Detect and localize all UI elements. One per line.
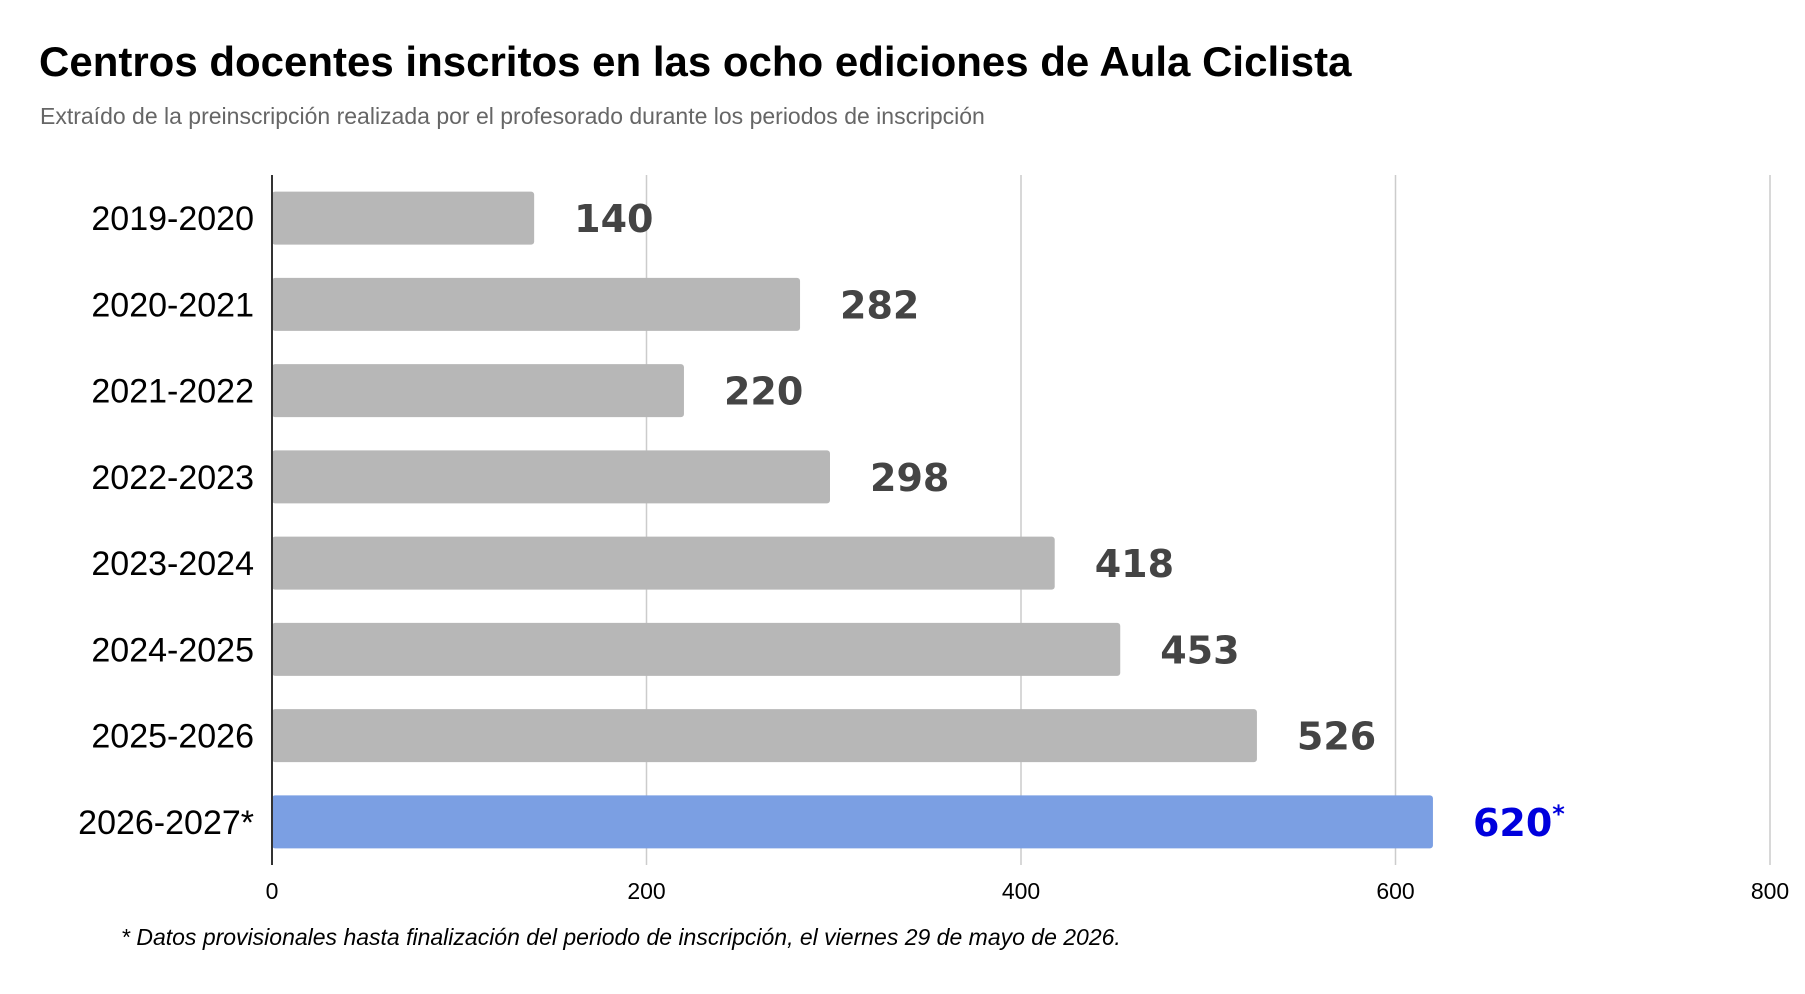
chart-footnote: * Datos provisionales hasta finalización…: [121, 924, 1121, 950]
chart-subtitle: Extraído de la preinscripción realizada …: [40, 103, 985, 129]
data-label: 140: [574, 197, 653, 241]
bars: [272, 191, 1433, 849]
x-tick-label: 800: [1751, 878, 1789, 900]
category-label: 2021-2022: [91, 373, 254, 411]
bar: [272, 536, 1055, 590]
data-label: 526: [1297, 715, 1376, 759]
bar-chart: 0 200 400 600 800 2019-2020 140 2020-2021 282 202…: [78, 175, 1789, 900]
category-label: 2019-2020: [91, 200, 254, 238]
bar: [272, 450, 831, 504]
category-label: 2023-2024: [91, 545, 254, 583]
category-label: 2020-2021: [91, 286, 254, 324]
x-tick-label: 400: [1002, 878, 1040, 900]
bar: [272, 709, 1257, 763]
data-label: 220: [724, 370, 803, 414]
data-label: 453: [1160, 628, 1239, 672]
category-label: 2026-2027*: [78, 804, 254, 842]
bar: [272, 795, 1433, 849]
data-label: 298: [870, 456, 949, 500]
category-label: 2024-2025: [91, 631, 254, 669]
bar: [272, 622, 1121, 676]
data-label: 282: [840, 283, 919, 327]
data-label-mark: *: [1552, 800, 1565, 828]
x-tick-label: 0: [266, 878, 279, 900]
bar: [272, 277, 801, 331]
x-tick-label: 600: [1376, 878, 1414, 900]
bar: [272, 364, 684, 418]
x-tick-label: 200: [627, 878, 665, 900]
labels: 0 200 400 600 800 2019-2020 140 2020-2021 282 202…: [78, 197, 1789, 900]
data-label: 418: [1095, 542, 1174, 586]
chart-title: Centros docentes inscritos en las ocho e…: [39, 38, 1352, 85]
category-label: 2025-2026: [91, 718, 254, 756]
bar: [272, 191, 535, 245]
category-label: 2022-2023: [91, 459, 254, 497]
data-label: 620*: [1473, 800, 1565, 845]
